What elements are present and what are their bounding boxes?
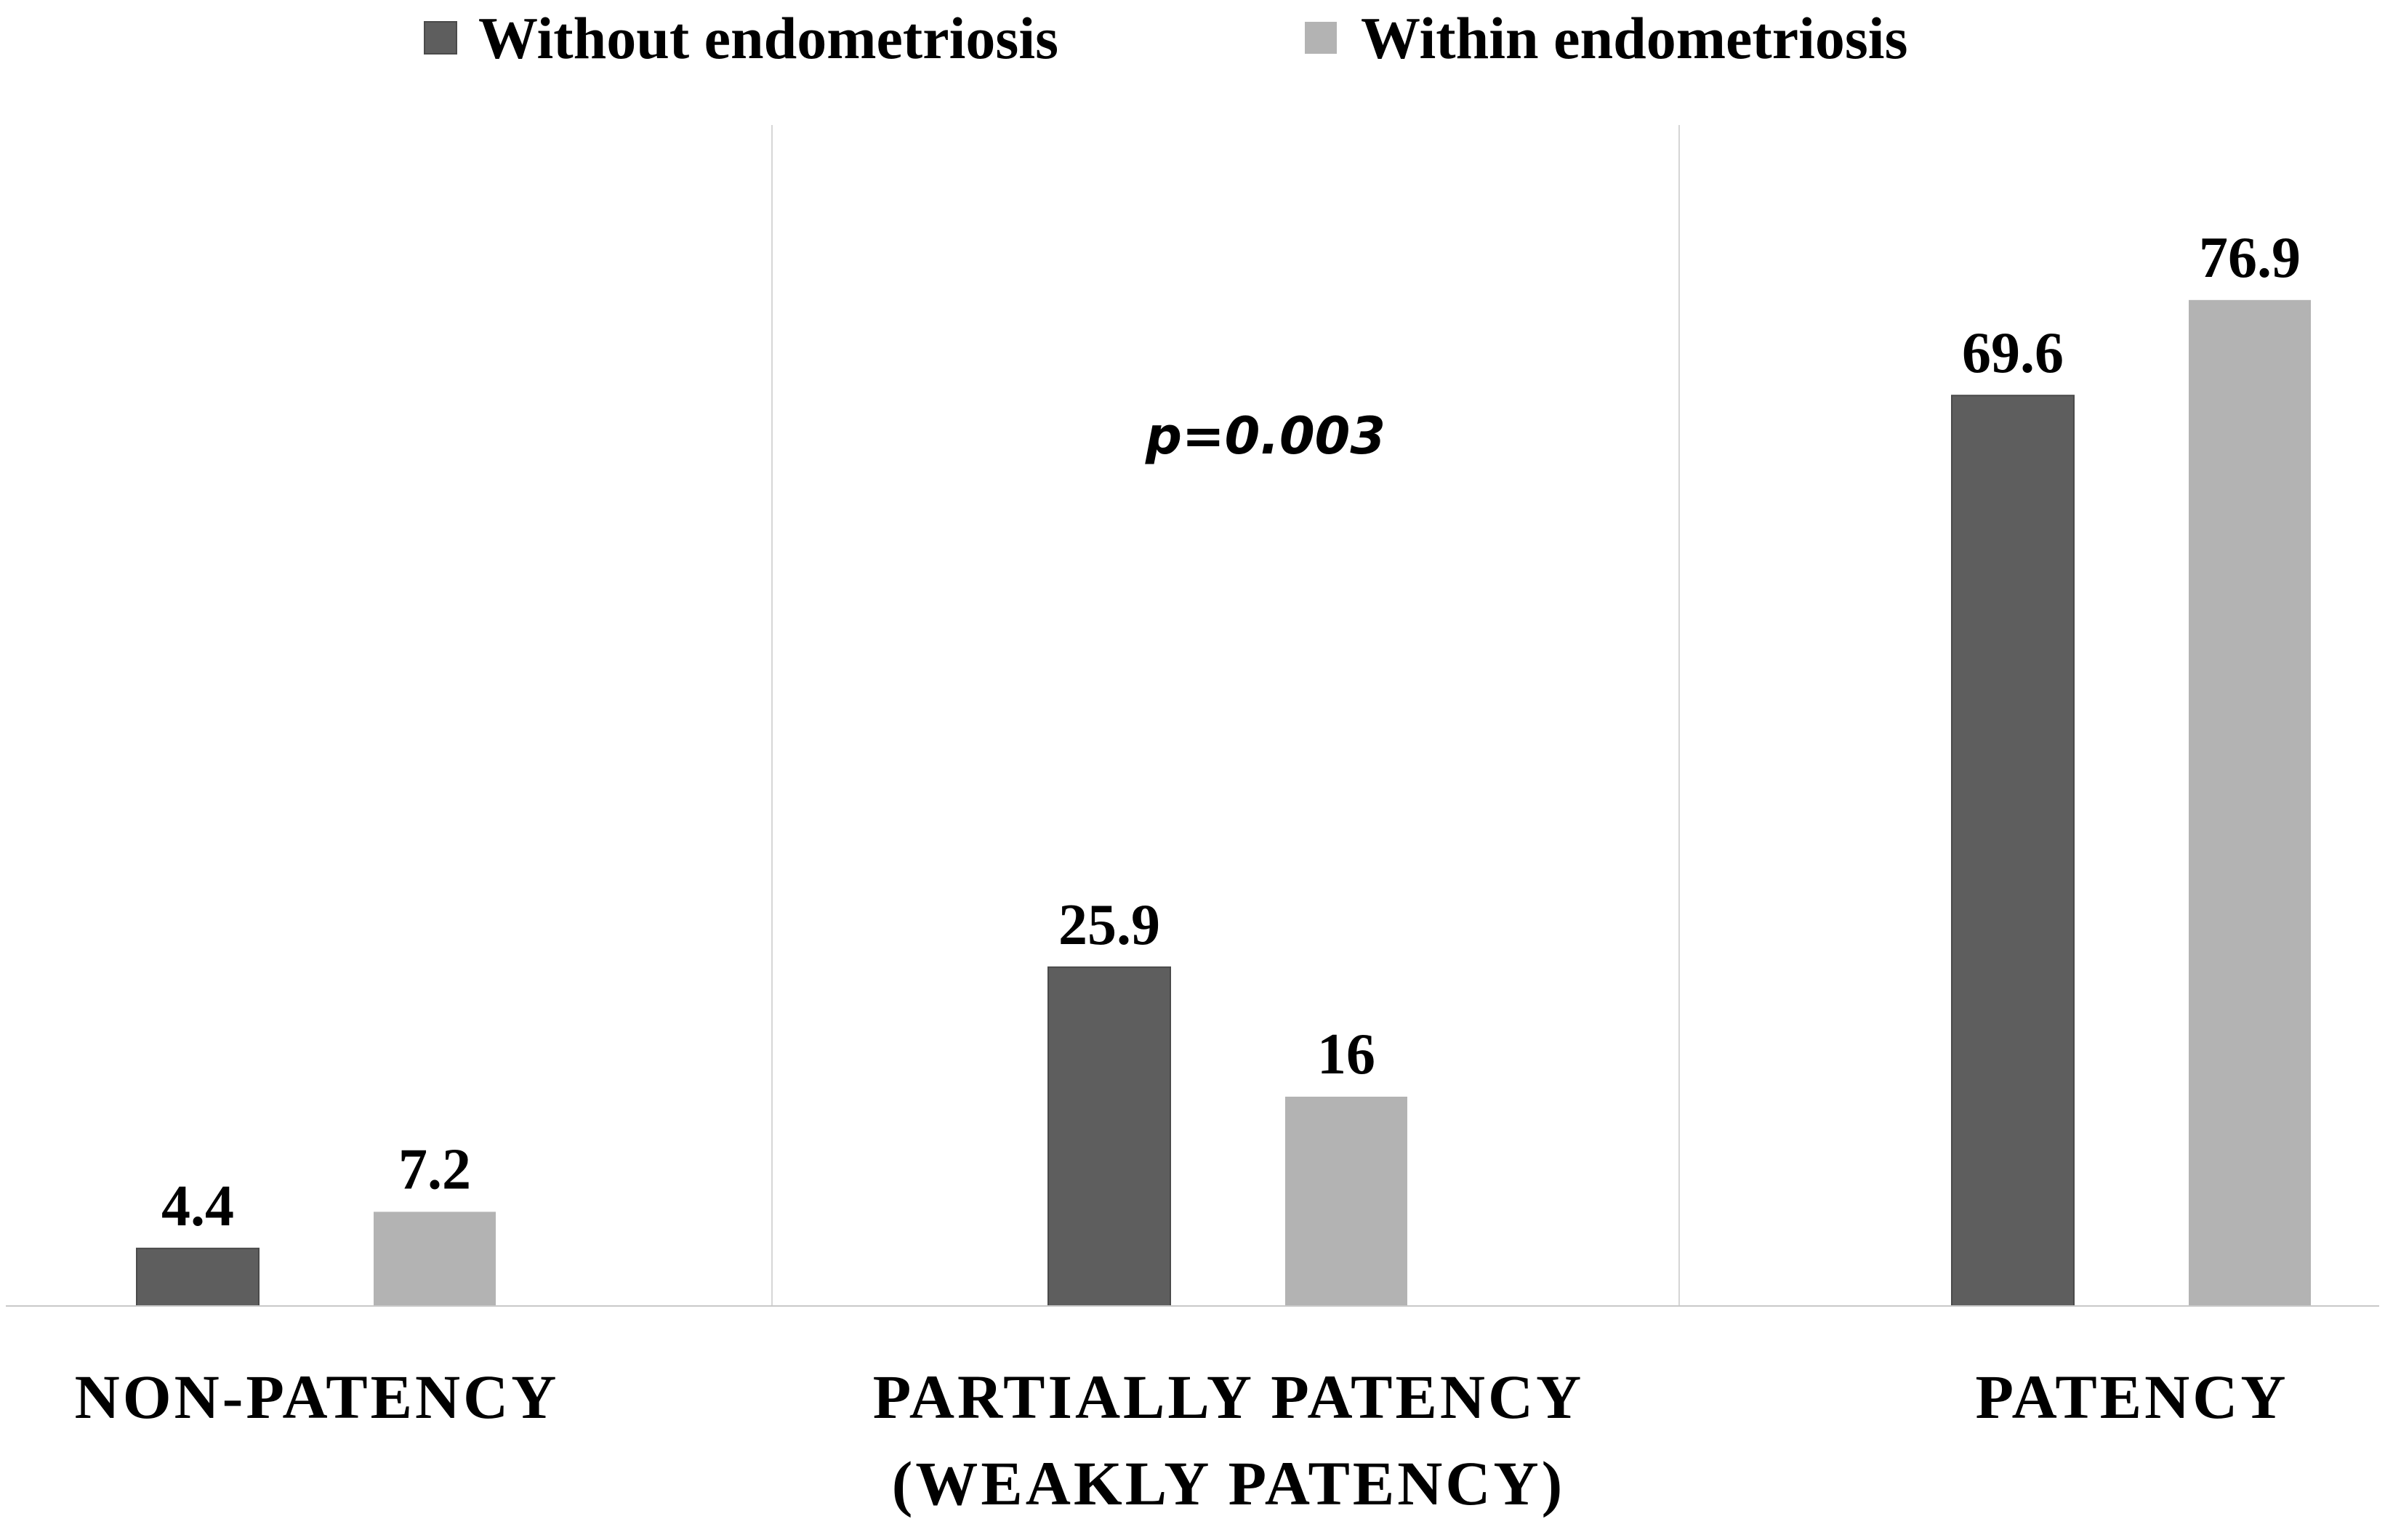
value-label: 25.9 [1058,893,1160,957]
legend-swatch-without-endometriosis [424,21,457,55]
p-value-annotation: p=0.003 [1145,406,1385,466]
bar-within-endometriosis-0 [374,1212,496,1306]
value-label: 16 [1317,1023,1375,1087]
value-label: 4.4 [161,1174,234,1238]
bars [136,299,2311,1307]
category-label-line: (WEAKLY PATENCY) [892,1448,1565,1518]
value-label: 7.2 [398,1137,471,1201]
bar-within-endometriosis-2 [2189,299,2311,1306]
category-label-line: PARTIALLY PATENCY [873,1362,1584,1432]
value-label: 69.6 [1962,321,2064,385]
bar-without-endometriosis-2 [1951,395,2075,1307]
value-label: 76.9 [2199,226,2301,290]
category-label: PARTIALLY PATENCY (WEAKLY PATENCY) [873,1362,1584,1518]
legend: Without endometriosis Within endometriosi… [424,5,1908,71]
value-labels: 4.4 25.9 69.6 7.2 16 76.9 [161,226,2301,1238]
category-separators [771,125,1680,1306]
bar-without-endometriosis-1 [1047,966,1171,1307]
category-label: NON-PATENCY [75,1362,560,1432]
legend-label-within-endometriosis: Within endometriosis [1361,5,1908,71]
legend-label-without-endometriosis: Without endometriosis [478,5,1058,71]
bar-within-endometriosis-1 [1285,1097,1407,1306]
legend-swatch-within-endometriosis [1305,22,1337,54]
category-label-line: PATENCY [1976,1362,2289,1432]
category-labels: NON-PATENCY PARTIALLY PATENCY (WEAKLY PATE… [75,1362,2289,1518]
category-label-line: NON-PATENCY [75,1362,560,1432]
bar-without-endometriosis-0 [136,1247,260,1307]
category-label: PATENCY [1976,1362,2289,1432]
